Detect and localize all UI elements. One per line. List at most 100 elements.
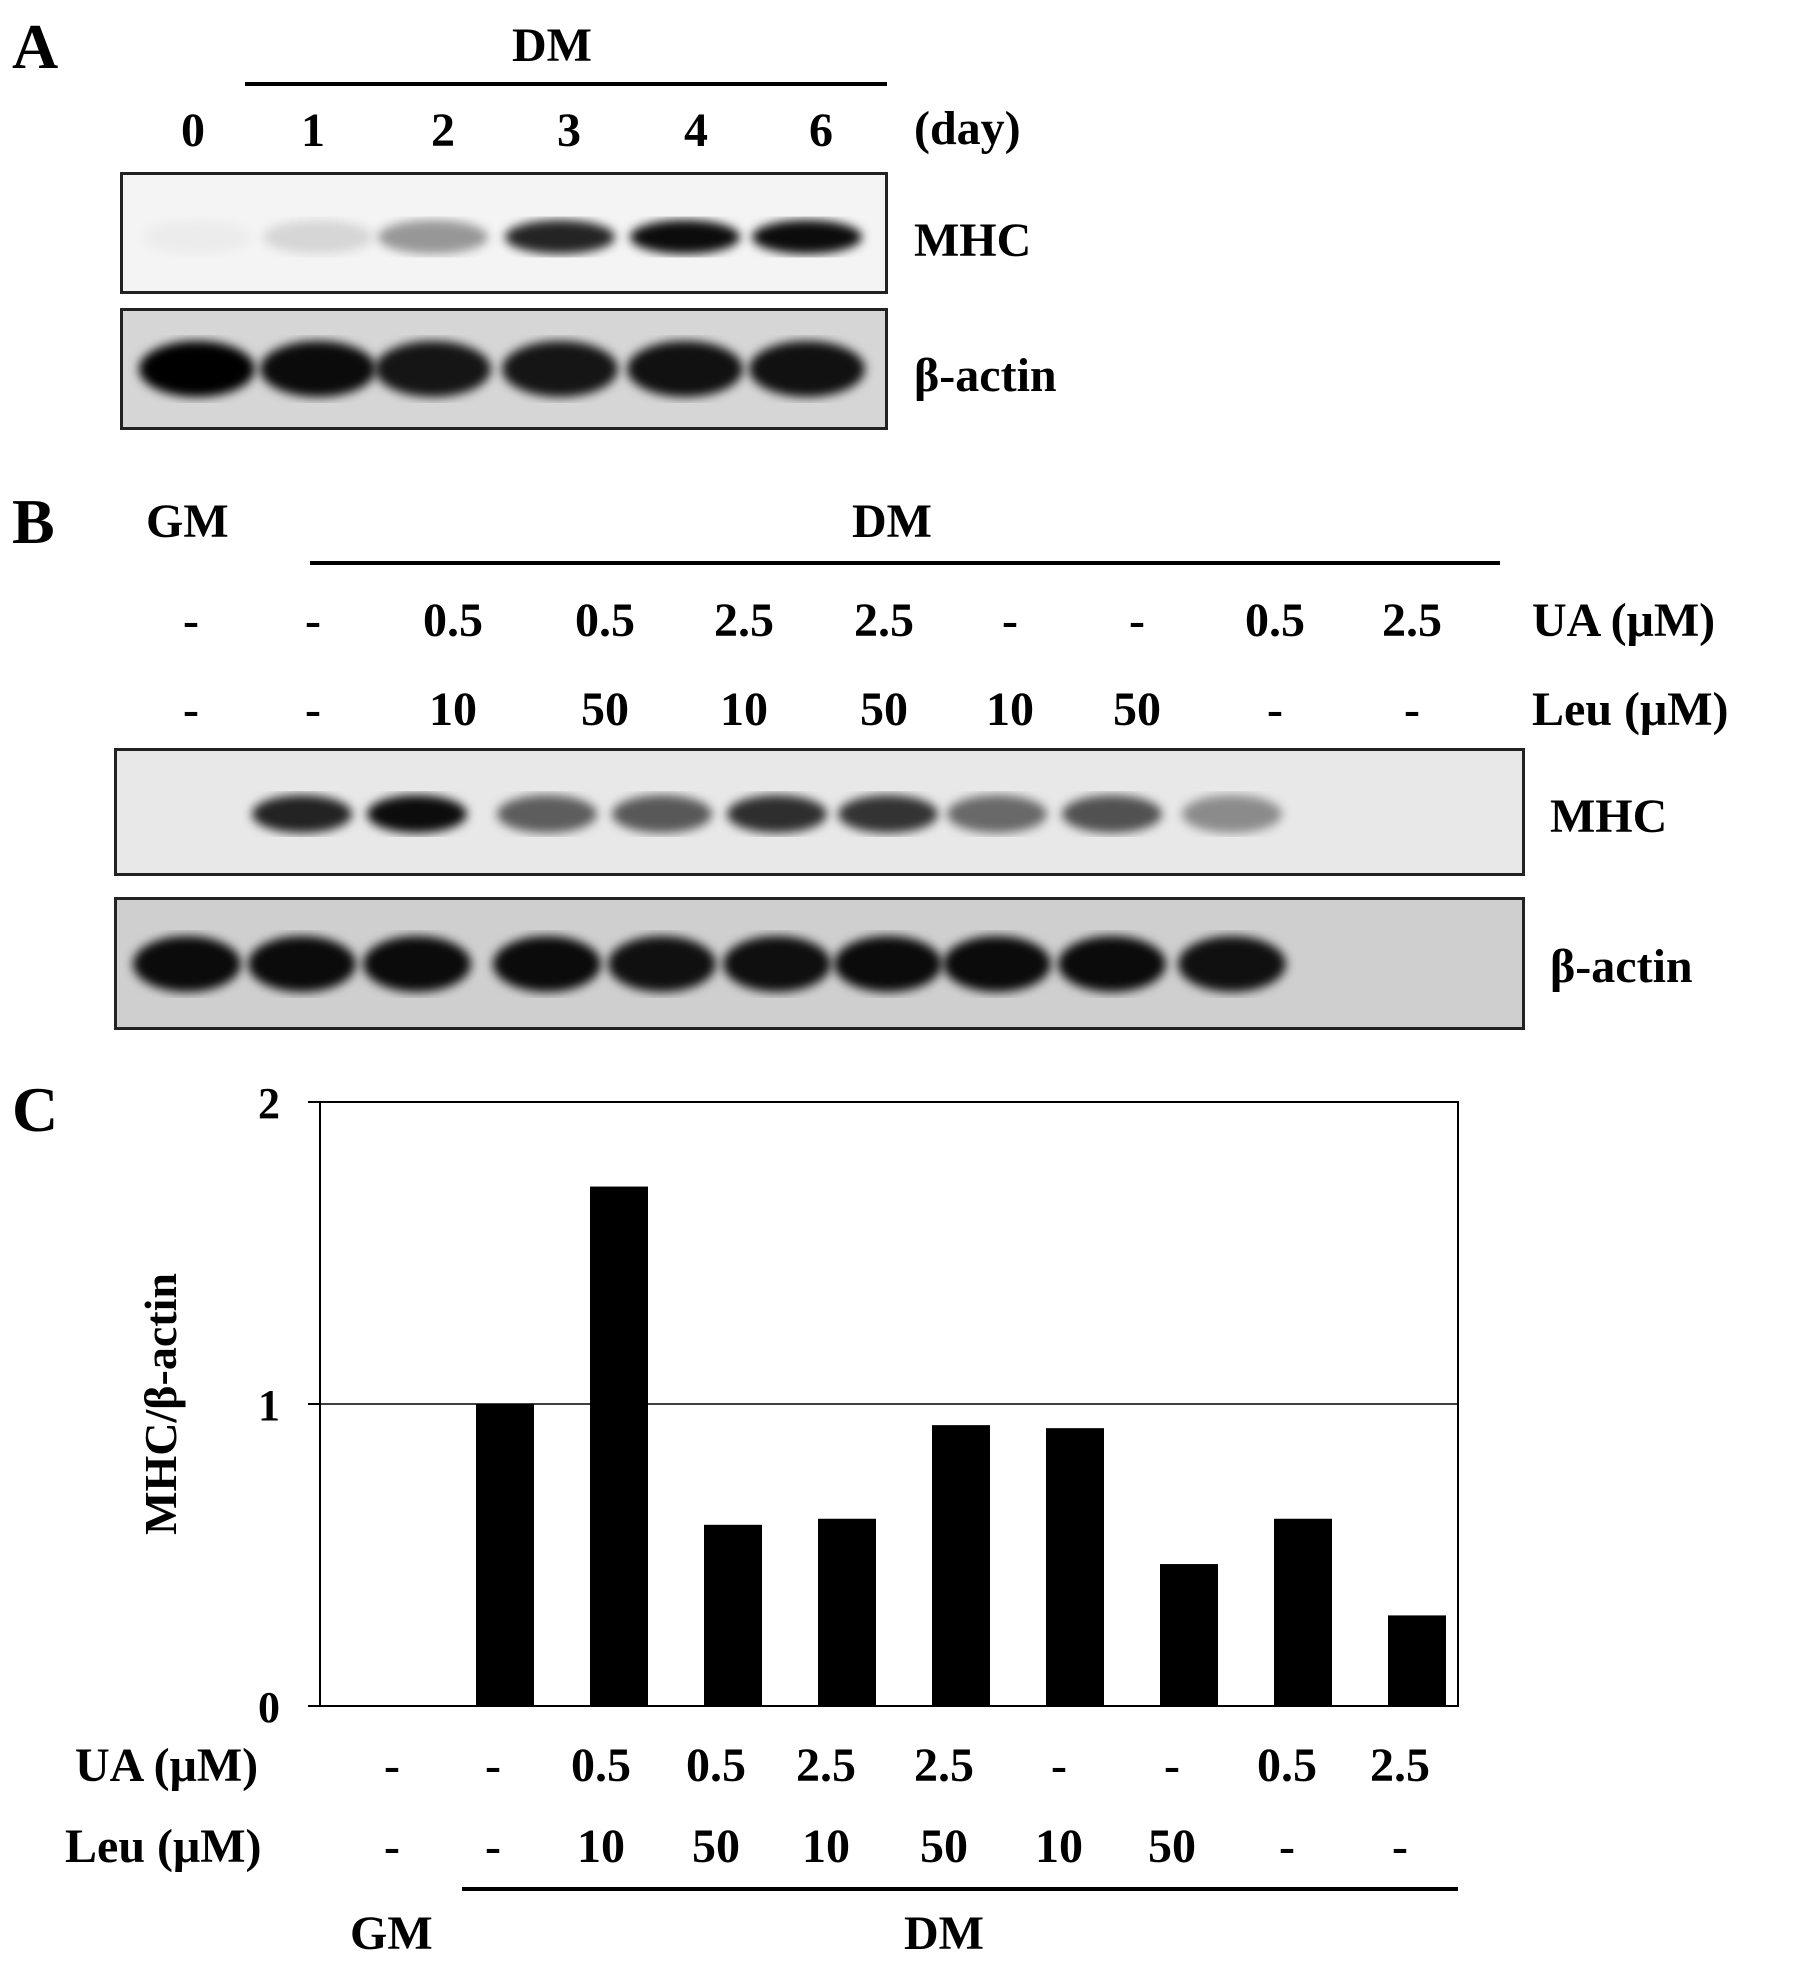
y-axis-label: MHC/β-actin [135, 1273, 186, 1535]
panel-c-ua-value: - [1164, 1739, 1180, 1792]
panel-b-mhc-blot [114, 748, 1525, 876]
panel-a-mhc-blot [120, 172, 888, 294]
panel-c-leu-value: - [1392, 1820, 1408, 1873]
panel-c-ua-value: - [485, 1739, 501, 1792]
panel-b-ua-value: - [305, 594, 321, 647]
panel-b-ua-value: - [183, 594, 199, 647]
panel-b-actin-band-4 [493, 936, 601, 992]
panel-a-dm-bracket-line [245, 82, 887, 86]
panel-b-actin-band-8 [943, 936, 1051, 992]
panel-b-mhc-band-7 [838, 795, 938, 833]
panel-a-day-unit: (day) [914, 102, 1021, 155]
panel-b-ua-value: 0.5 [575, 594, 635, 647]
bar [1388, 1615, 1446, 1706]
panel-c-gm-label: GM [350, 1907, 433, 1960]
panel-a-actin-blot [120, 308, 888, 430]
panel-c-leu-value: - [485, 1820, 501, 1873]
panel-c-ua-value: - [384, 1739, 400, 1792]
panel-b-leu-value: - [183, 683, 199, 736]
bar [476, 1404, 534, 1706]
panel-c-leu-value: 10 [577, 1820, 625, 1873]
panel-a-mhc-label: MHC [914, 214, 1032, 267]
panel-c-leu-value: 10 [802, 1820, 850, 1873]
panel-b-actin-label: β-actin [1550, 940, 1693, 993]
bar [704, 1524, 762, 1706]
panel-a-mhc-band-5 [630, 220, 740, 254]
panel-b-mhc-band-9 [1062, 795, 1162, 833]
panel-b-leu-value: - [305, 683, 321, 736]
panel-a-day-label: 0 [181, 104, 205, 157]
panel-b-leu-value: 50 [1113, 683, 1161, 736]
panel-b-mhc-band-6 [727, 795, 827, 833]
panel-a-day-label: 6 [809, 104, 833, 157]
panel-a-actin-band-6 [749, 341, 865, 397]
panel-b-ua-value: 0.5 [423, 594, 483, 647]
panel-a-actin-band-2 [260, 341, 376, 397]
panel-b-ua-label: UA (μM) [1532, 594, 1716, 647]
panel-c-ua-value: - [1051, 1739, 1067, 1792]
panel-c-leu-value: - [1279, 1820, 1295, 1873]
panel-b-gm-label: GM [146, 495, 229, 548]
panel-b-mhc-band-8 [947, 795, 1047, 833]
panel-a-letter: A [12, 11, 59, 82]
panel-a-mhc-band-4 [505, 220, 615, 254]
bar [1160, 1564, 1218, 1706]
bar [818, 1518, 876, 1706]
panel-a-actin-band-3 [375, 341, 491, 397]
panel-b-leu-value: 10 [986, 683, 1034, 736]
panel-a-mhc-band-6 [752, 220, 862, 254]
panel-b-ua-value: - [1129, 594, 1145, 647]
panel-a-dm-label: DM [512, 19, 592, 72]
panel-b-actin-band-1 [133, 936, 241, 992]
panel-b-ua-value: - [1002, 594, 1018, 647]
panel-a-mhc-band-2 [263, 220, 373, 254]
panel-b-dm-bracket-line [310, 561, 1500, 565]
panel-b-mhc-band-4 [497, 795, 597, 833]
panel-a-actin-band-4 [502, 341, 618, 397]
bar [1046, 1428, 1104, 1706]
panel-c-dm-label: DM [904, 1907, 984, 1960]
panel-c-ua-value: 0.5 [571, 1739, 631, 1792]
panel-c-leu-label: Leu (μM) [65, 1820, 262, 1873]
panel-b-actin-band-2 [248, 936, 356, 992]
panel-a-day-label: 2 [431, 104, 455, 157]
panel-b-mhc-band-5 [612, 795, 712, 833]
panel-c-letter: C [12, 1074, 59, 1145]
panel-c-ua-value: 2.5 [796, 1739, 856, 1792]
panel-c-ua-value: 0.5 [1257, 1739, 1317, 1792]
panel-b-ua-value: 2.5 [714, 594, 774, 647]
panel-b-mhc-band-3 [367, 795, 467, 833]
panel-b-ua-value: 0.5 [1245, 594, 1305, 647]
panel-b-mhc-band-10 [1182, 795, 1282, 833]
panel-b-leu-value: 10 [720, 683, 768, 736]
panel-b-actin-band-3 [363, 936, 471, 992]
bar [932, 1425, 990, 1706]
panel-b-leu-value: - [1404, 683, 1420, 736]
panel-b-leu-value: 50 [860, 683, 908, 736]
panel-a-actin-band-1 [139, 341, 255, 397]
panel-b-actin-band-6 [723, 936, 831, 992]
bar [590, 1186, 648, 1706]
panel-b-letter: B [12, 486, 55, 557]
panel-b-leu-label: Leu (μM) [1532, 683, 1729, 736]
panel-b-dm-label: DM [852, 495, 932, 548]
panel-a-actin-band-5 [627, 341, 743, 397]
panel-b-actin-band-9 [1058, 936, 1166, 992]
panel-b-mhc-label: MHC [1550, 790, 1668, 843]
panel-c-leu-value: 10 [1035, 1820, 1083, 1873]
panel-b-ua-value: 2.5 [854, 594, 914, 647]
panel-b-leu-value: 50 [581, 683, 629, 736]
panel-b-actin-band-10 [1178, 936, 1286, 992]
panel-c-dm-bracket-line [462, 1887, 1458, 1891]
panel-a-mhc-band-3 [378, 220, 488, 254]
y-tick-label: 2 [258, 1079, 280, 1128]
panel-a-day-label: 1 [301, 104, 325, 157]
panel-b-actin-band-5 [608, 936, 716, 992]
panel-c-ua-value: 2.5 [914, 1739, 974, 1792]
panel-a-day-label: 4 [684, 104, 708, 157]
panel-c-leu-value: 50 [692, 1820, 740, 1873]
bar [1274, 1518, 1332, 1706]
panel-b-actin-band-7 [834, 936, 942, 992]
y-tick-label: 0 [258, 1683, 280, 1732]
